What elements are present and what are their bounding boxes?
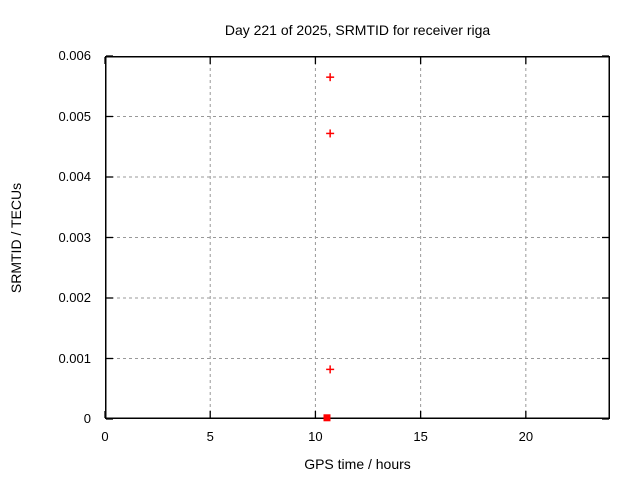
y-tick-label: 0 (83, 411, 91, 426)
data-point-square (323, 414, 331, 422)
plot-area (104, 55, 610, 422)
x-tick-label: 20 (518, 429, 534, 444)
y-tick-label: 0.005 (58, 108, 91, 124)
x-tick-label: 0 (101, 429, 109, 444)
x-tick-label: 10 (308, 429, 323, 444)
x-axis-label: GPS time / hours (304, 456, 411, 472)
y-tick-label: 0.004 (58, 169, 91, 184)
plot-border (105, 56, 610, 419)
x-tick-label: 15 (413, 429, 428, 444)
y-tick-label: 0.002 (58, 290, 91, 305)
y-tick-label: 0.001 (58, 350, 91, 366)
y-tick-label: 0.003 (58, 229, 91, 245)
y-tick-label: 0.006 (58, 48, 91, 63)
x-tick-label: 5 (206, 429, 214, 444)
chart-title: Day 221 of 2025, SRMTID for receiver rig… (224, 22, 491, 38)
plot-canvas (104, 55, 610, 422)
